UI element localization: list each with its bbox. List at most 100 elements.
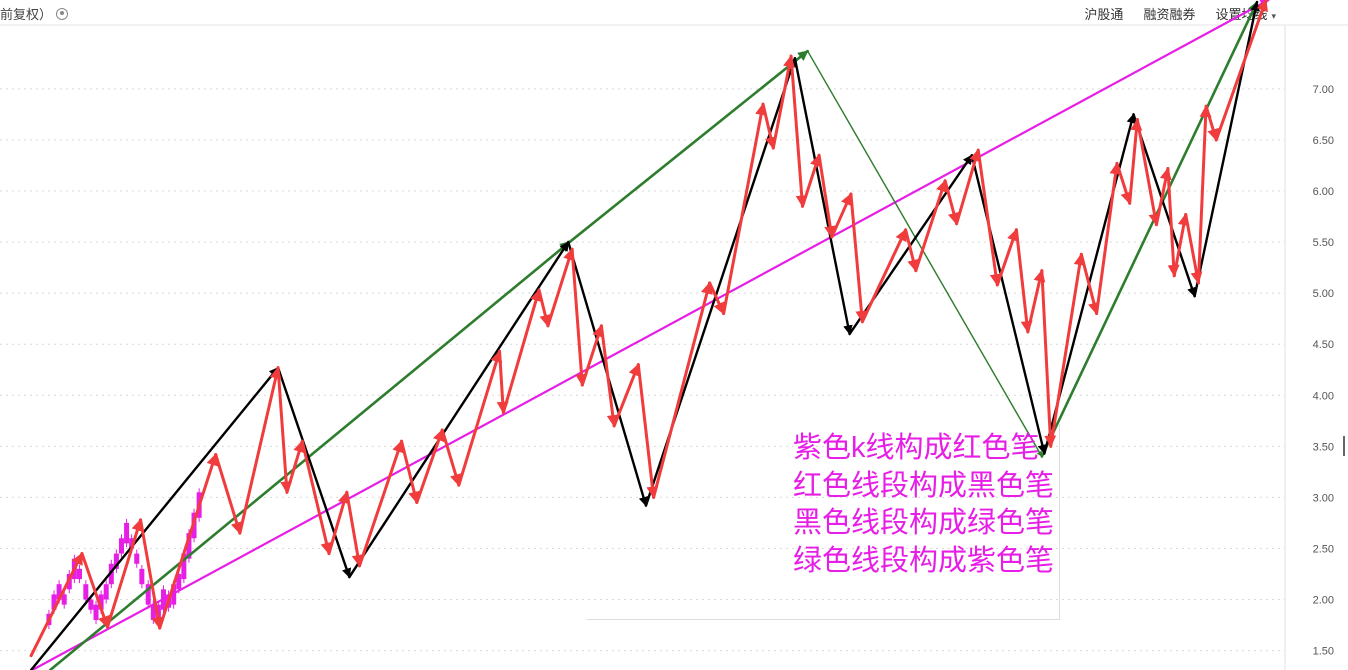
candle — [124, 522, 130, 544]
red-stroke-segment — [1214, 0, 1268, 142]
red-stroke-segment — [1095, 161, 1122, 316]
red-stroke-segment — [860, 228, 908, 324]
toolbar-menu: 沪股通 融资融券 设置均线▾ — [1084, 4, 1276, 23]
gear-icon[interactable] — [56, 7, 69, 20]
red-stroke-segment — [276, 366, 293, 494]
red-stroke-segment — [1049, 252, 1086, 448]
note-line-4: 绿色线段构成紫色笔 — [793, 544, 1055, 577]
annotation-box — [587, 424, 1060, 620]
candle — [186, 533, 192, 559]
red-stroke-segment — [1128, 117, 1143, 205]
red-stroke-segment — [139, 518, 164, 630]
candle — [150, 604, 156, 620]
black-stroke-segment — [1132, 113, 1197, 298]
y-tick-label: 4.00 — [1313, 390, 1334, 402]
green-stroke-segment — [568, 49, 809, 244]
y-axis: 1.50 2.00 2.50 3.00 3.50 4.00 4.50 5.00 5.50 6.00… — [1313, 84, 1334, 658]
red-stroke-segment — [501, 288, 542, 415]
candle — [93, 604, 99, 620]
red-stroke-segment — [849, 192, 868, 324]
y-tick-label: 2.00 — [1313, 595, 1334, 607]
red-stroke-segment — [914, 179, 948, 273]
candle — [113, 553, 119, 569]
candle — [61, 594, 67, 605]
candle — [176, 573, 182, 590]
candle — [134, 553, 140, 564]
red-stroke-segment — [995, 228, 1019, 287]
black-stroke-segment — [970, 154, 1048, 455]
resize-handle[interactable] — [1343, 436, 1348, 456]
red-stroke-segment — [904, 228, 920, 273]
red-stroke-segment — [976, 148, 1002, 287]
y-tick-label: 3.00 — [1313, 492, 1334, 504]
note-line-2: 红色线段构成黑色笔 — [793, 469, 1055, 502]
black-stroke-segment — [793, 57, 853, 336]
red-stroke-segment — [1166, 167, 1180, 278]
red-stroke-segment — [496, 349, 509, 415]
y-tick-label: 7.00 — [1313, 84, 1334, 96]
red-stroke-segment — [943, 179, 960, 226]
stroke-lines — [29, 0, 1270, 670]
red-stroke-segment — [652, 281, 713, 499]
red-stroke-segment — [345, 490, 364, 568]
red-stroke-segment — [789, 54, 808, 208]
candle — [145, 584, 151, 605]
candle — [88, 599, 94, 610]
red-stroke-segment — [457, 349, 503, 487]
red-stroke-segment — [1135, 117, 1161, 227]
red-stroke-segment — [238, 366, 282, 535]
red-stroke-segment — [358, 439, 404, 568]
red-stroke-segment — [1172, 212, 1190, 278]
note-line-3: 黑色线段构成绿色笔 — [793, 507, 1055, 539]
black-stroke-segment — [29, 366, 280, 670]
y-tick-label: 3.50 — [1313, 441, 1334, 453]
red-stroke-segment — [1079, 252, 1100, 316]
candle — [56, 584, 62, 600]
adjust-mode-label[interactable]: 前复权） — [0, 7, 53, 22]
magenta-stroke-segment — [31, 0, 1270, 670]
red-stroke-segment — [80, 552, 110, 629]
red-stroke-segment — [708, 281, 726, 316]
chevron-down-icon: ▾ — [1271, 11, 1276, 21]
red-stroke-segment — [300, 439, 333, 556]
red-stroke-segment — [1040, 269, 1057, 448]
red-stroke-segment — [1184, 212, 1203, 285]
red-stroke-segment — [214, 452, 243, 535]
red-stroke-segment — [1204, 104, 1219, 142]
red-stroke-segment — [1026, 269, 1046, 334]
y-tick-label: 6.50 — [1313, 135, 1334, 147]
candle — [51, 594, 57, 610]
annotation-text: 紫色k线构成红色笔 红色线段构成黑色笔 黑色线段构成绿色笔 绿色线段构成紫色笔 — [793, 430, 1054, 580]
black-stroke-segment — [276, 366, 352, 579]
adjust-mode-label-group[interactable]: 前复权） — [0, 4, 69, 23]
candle — [129, 538, 135, 549]
y-tick-label: 1.50 — [1313, 646, 1334, 658]
red-stroke-segment — [612, 363, 640, 428]
note-line-1: 紫色k线构成红色笔 — [793, 432, 1040, 464]
green-stroke-segment — [48, 240, 571, 670]
red-stroke-segment — [761, 102, 777, 150]
green-stroke-segment — [1040, 0, 1259, 458]
menu-margin[interactable]: 融资融券 — [1143, 7, 1196, 22]
red-stroke-segment — [636, 363, 659, 499]
red-stroke-segment — [158, 452, 219, 630]
red-stroke-segment — [955, 148, 981, 226]
candle — [83, 584, 89, 600]
red-stroke-segment — [1115, 161, 1133, 205]
black-stroke-segment — [348, 240, 570, 579]
candle — [103, 584, 109, 600]
red-stroke-segment — [546, 247, 575, 328]
y-tick-label: 6.00 — [1313, 186, 1334, 198]
candle — [98, 594, 104, 610]
red-stroke-segment — [537, 288, 552, 328]
y-tick-label: 5.00 — [1313, 288, 1334, 300]
red-stroke-segment — [1014, 228, 1033, 334]
red-stroke-segment — [722, 102, 767, 316]
menu-hgt[interactable]: 沪股通 — [1084, 7, 1124, 22]
red-stroke-segment — [415, 428, 445, 504]
candle — [108, 563, 114, 585]
candle — [181, 553, 187, 580]
chart-toolbar: 前复权） 沪股通 融资融券 设置均线▾ — [0, 0, 1348, 26]
candle — [76, 568, 82, 580]
